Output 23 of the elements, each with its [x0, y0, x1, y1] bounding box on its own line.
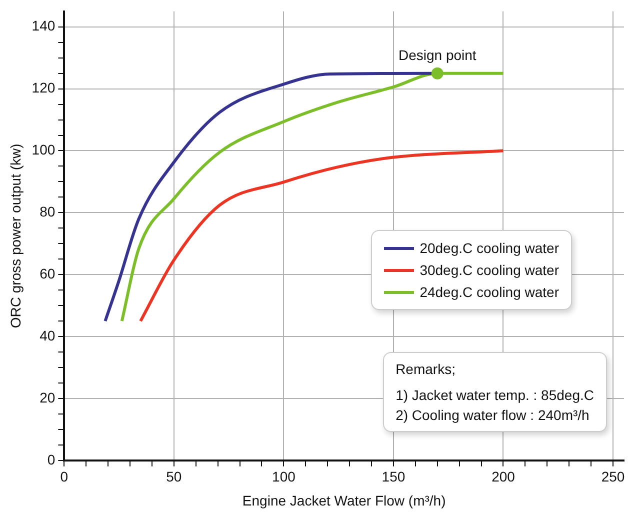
x-tick-label: 0	[60, 468, 68, 485]
x-tick-label: 250	[601, 468, 625, 485]
legend-label: 30deg.C cooling water	[420, 262, 559, 278]
x-tick-label: 200	[492, 468, 516, 485]
y-tick-label: 80	[40, 204, 56, 220]
x-axis-title: Engine Jacket Water Flow (m³/h)	[242, 492, 446, 508]
y-tick-label: 140	[32, 18, 56, 34]
x-tick-label: 150	[382, 468, 406, 485]
legend-label: 24deg.C cooling water	[420, 284, 559, 300]
x-tick-label: 100	[272, 468, 296, 485]
annotation: Design point	[398, 47, 476, 64]
y-tick-label: 100	[32, 142, 56, 158]
y-tick-label: 40	[40, 327, 56, 344]
x-tick-label: 50	[166, 468, 182, 485]
y-tick-label: 60	[40, 265, 56, 282]
y-tick-label: 120	[32, 80, 56, 96]
y-tick-label: 0	[47, 451, 56, 468]
y-tick-label: 20	[40, 389, 56, 406]
annotation: Remarks;	[396, 360, 456, 379]
annotation: 2) Cooling water flow : 240m³/h	[396, 406, 590, 425]
legend-label: 20deg.C cooling water	[420, 240, 559, 256]
y-axis-title: ORC gross power output (kw)	[7, 144, 24, 328]
annotation: 1) Jacket water temp. : 85deg.C	[396, 386, 594, 405]
